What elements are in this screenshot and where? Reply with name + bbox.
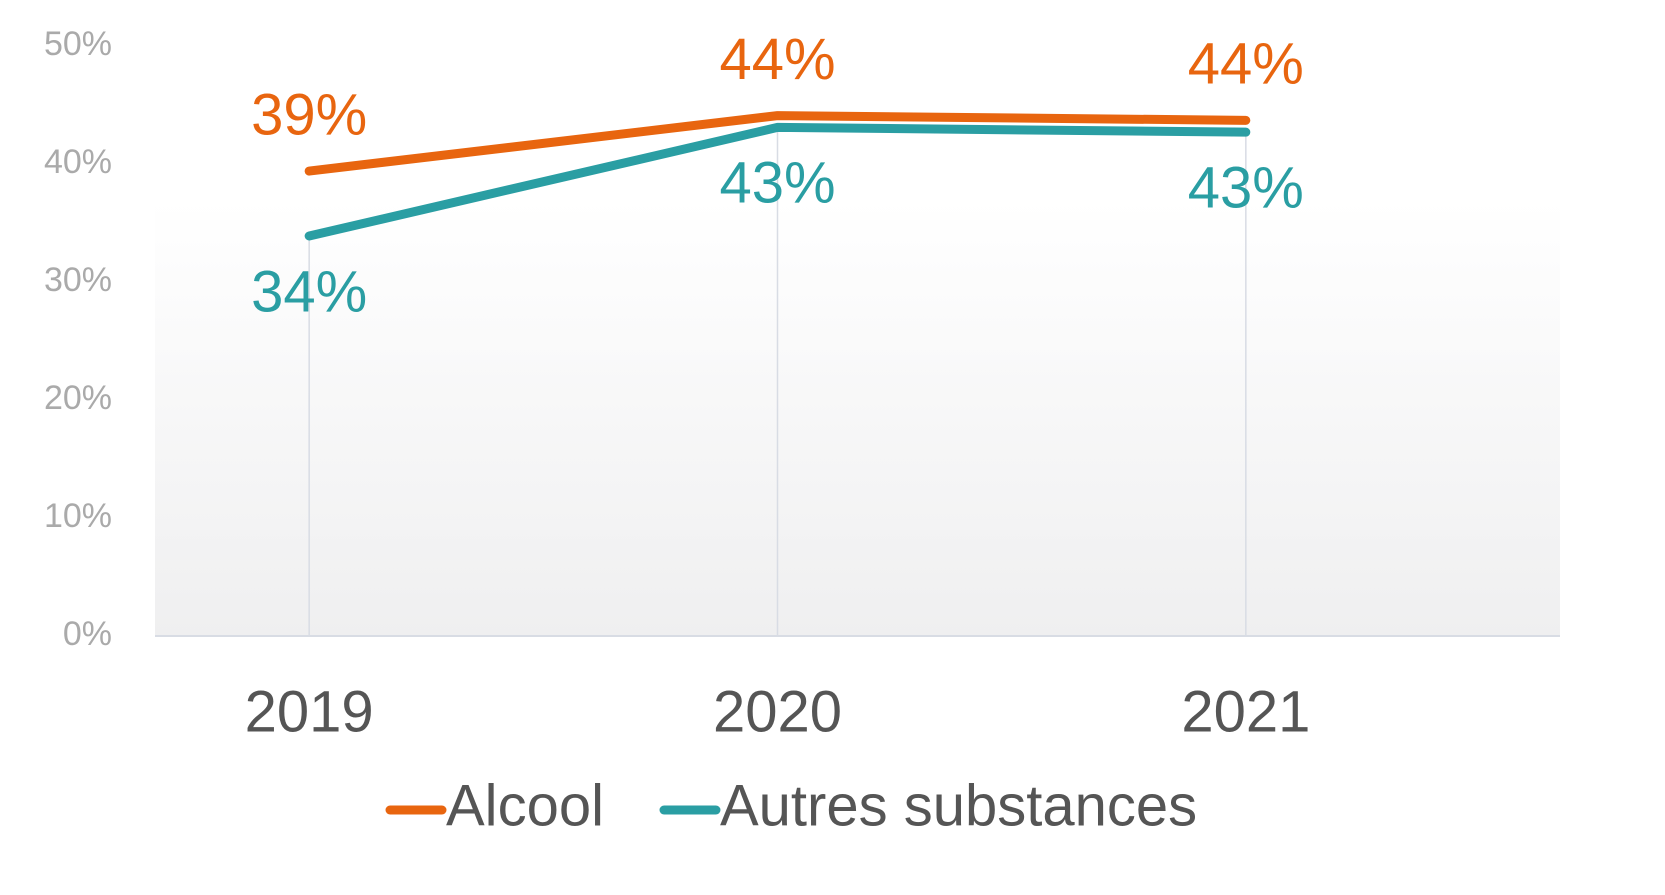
y-tick-label: 40%: [44, 143, 112, 181]
plot-background: [155, 200, 1560, 636]
y-tick-label: 30%: [44, 261, 112, 299]
data-label: 44%: [719, 27, 835, 92]
data-label: 44%: [1188, 32, 1304, 97]
y-tick-label: 10%: [44, 497, 112, 535]
data-label: 39%: [251, 82, 367, 147]
series-line: [304, 111, 1251, 176]
x-tick-label: 2020: [713, 679, 842, 744]
data-label: 43%: [719, 151, 835, 216]
x-tick-label: 2021: [1181, 679, 1310, 744]
data-label: 34%: [251, 259, 367, 324]
legend-label: Autres substances: [720, 773, 1197, 838]
data-label: 43%: [1188, 155, 1304, 220]
series-line: [304, 122, 1251, 241]
legend-label: Alcool: [446, 773, 604, 838]
y-tick-label: 0%: [63, 615, 112, 653]
x-tick-label: 2019: [245, 679, 374, 744]
y-tick-label: 20%: [44, 379, 112, 417]
y-tick-label: 50%: [44, 25, 112, 63]
